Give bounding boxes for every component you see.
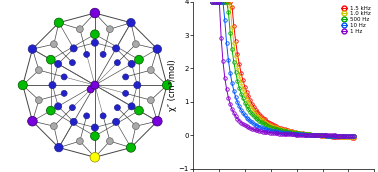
Circle shape	[70, 105, 75, 111]
Circle shape	[51, 123, 57, 130]
Circle shape	[127, 18, 135, 27]
Circle shape	[87, 86, 94, 93]
Circle shape	[76, 26, 83, 33]
Circle shape	[90, 132, 99, 140]
Circle shape	[84, 51, 90, 57]
Circle shape	[147, 97, 154, 104]
Circle shape	[61, 90, 67, 96]
Circle shape	[76, 138, 83, 144]
Y-axis label: χ″ (cm³/mol): χ″ (cm³/mol)	[168, 59, 177, 111]
Circle shape	[132, 123, 139, 130]
Circle shape	[49, 82, 56, 89]
Circle shape	[90, 8, 100, 18]
Circle shape	[84, 113, 90, 119]
Circle shape	[122, 74, 129, 80]
Circle shape	[107, 138, 113, 144]
Circle shape	[70, 118, 77, 125]
Circle shape	[28, 45, 37, 53]
Circle shape	[91, 39, 98, 46]
Circle shape	[113, 118, 119, 125]
Circle shape	[134, 82, 141, 89]
Circle shape	[135, 106, 143, 115]
Circle shape	[153, 116, 162, 126]
Circle shape	[115, 60, 120, 66]
Circle shape	[54, 103, 62, 110]
Circle shape	[70, 45, 77, 52]
Circle shape	[113, 45, 119, 52]
Circle shape	[163, 80, 172, 90]
Circle shape	[54, 143, 63, 152]
Circle shape	[135, 55, 143, 64]
Circle shape	[91, 124, 98, 131]
Circle shape	[70, 60, 75, 66]
Circle shape	[36, 97, 42, 104]
Circle shape	[122, 90, 129, 96]
Circle shape	[46, 55, 55, 64]
Circle shape	[132, 41, 139, 47]
Circle shape	[115, 105, 120, 111]
Circle shape	[128, 60, 135, 67]
Circle shape	[100, 113, 106, 119]
Circle shape	[36, 67, 42, 73]
Circle shape	[18, 80, 27, 90]
Circle shape	[128, 103, 135, 110]
Circle shape	[153, 45, 161, 53]
Circle shape	[51, 41, 57, 47]
Circle shape	[61, 74, 67, 80]
Circle shape	[100, 51, 106, 57]
Circle shape	[90, 152, 100, 162]
Circle shape	[91, 81, 99, 89]
Circle shape	[126, 143, 136, 152]
Legend: 1.5 kHz, 1.0 kHz, 500 Hz, 10 Hz, 1 Hz: 1.5 kHz, 1.0 kHz, 500 Hz, 10 Hz, 1 Hz	[339, 4, 372, 35]
Circle shape	[46, 106, 55, 115]
Circle shape	[107, 26, 113, 33]
Circle shape	[90, 30, 99, 39]
Circle shape	[54, 60, 62, 67]
Circle shape	[28, 116, 37, 126]
Circle shape	[147, 67, 154, 73]
Circle shape	[54, 18, 64, 27]
